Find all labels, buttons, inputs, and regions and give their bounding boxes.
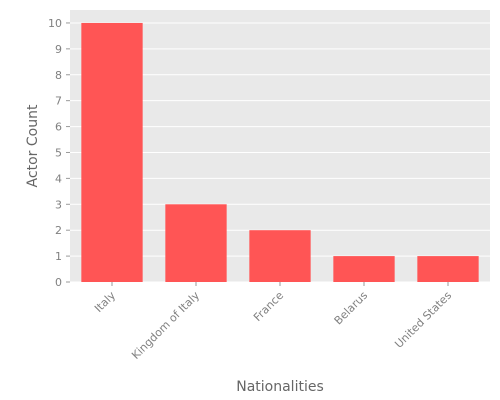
- y-axis-ticks: 0 1 2 3 4 5 6 7 8 9 10: [48, 17, 70, 289]
- y-tick-label: 6: [55, 121, 62, 134]
- y-tick-label: 9: [55, 43, 62, 56]
- bar-united-states: [417, 256, 479, 282]
- y-tick-label: 5: [55, 146, 62, 159]
- bar-kingdom-of-italy: [165, 204, 227, 282]
- y-tick-label: 3: [55, 198, 62, 211]
- bar-belarus: [333, 256, 395, 282]
- x-tick-label: Italy: [92, 289, 118, 315]
- y-tick-label: 7: [55, 95, 62, 108]
- x-axis-label: Nationalities: [236, 379, 324, 395]
- y-tick-label: 1: [55, 250, 62, 263]
- x-tick-label: France: [251, 289, 286, 324]
- bars: [81, 22, 479, 282]
- x-axis-ticks: Italy Kingdom of Italy France Belarus United…: [92, 282, 454, 362]
- x-tick-label: Kingdom of Italy: [129, 289, 202, 362]
- bar-france: [249, 230, 311, 282]
- y-tick-label: 10: [48, 17, 62, 30]
- bar-italy: [81, 22, 143, 282]
- y-tick-label: 0: [55, 276, 62, 289]
- x-tick-label: United States: [392, 289, 454, 351]
- y-tick-label: 4: [55, 172, 62, 185]
- y-tick-label: 2: [55, 224, 62, 237]
- x-tick-label: Belarus: [332, 289, 371, 328]
- y-axis-label: Actor Count: [25, 104, 41, 187]
- y-tick-label: 8: [55, 69, 62, 82]
